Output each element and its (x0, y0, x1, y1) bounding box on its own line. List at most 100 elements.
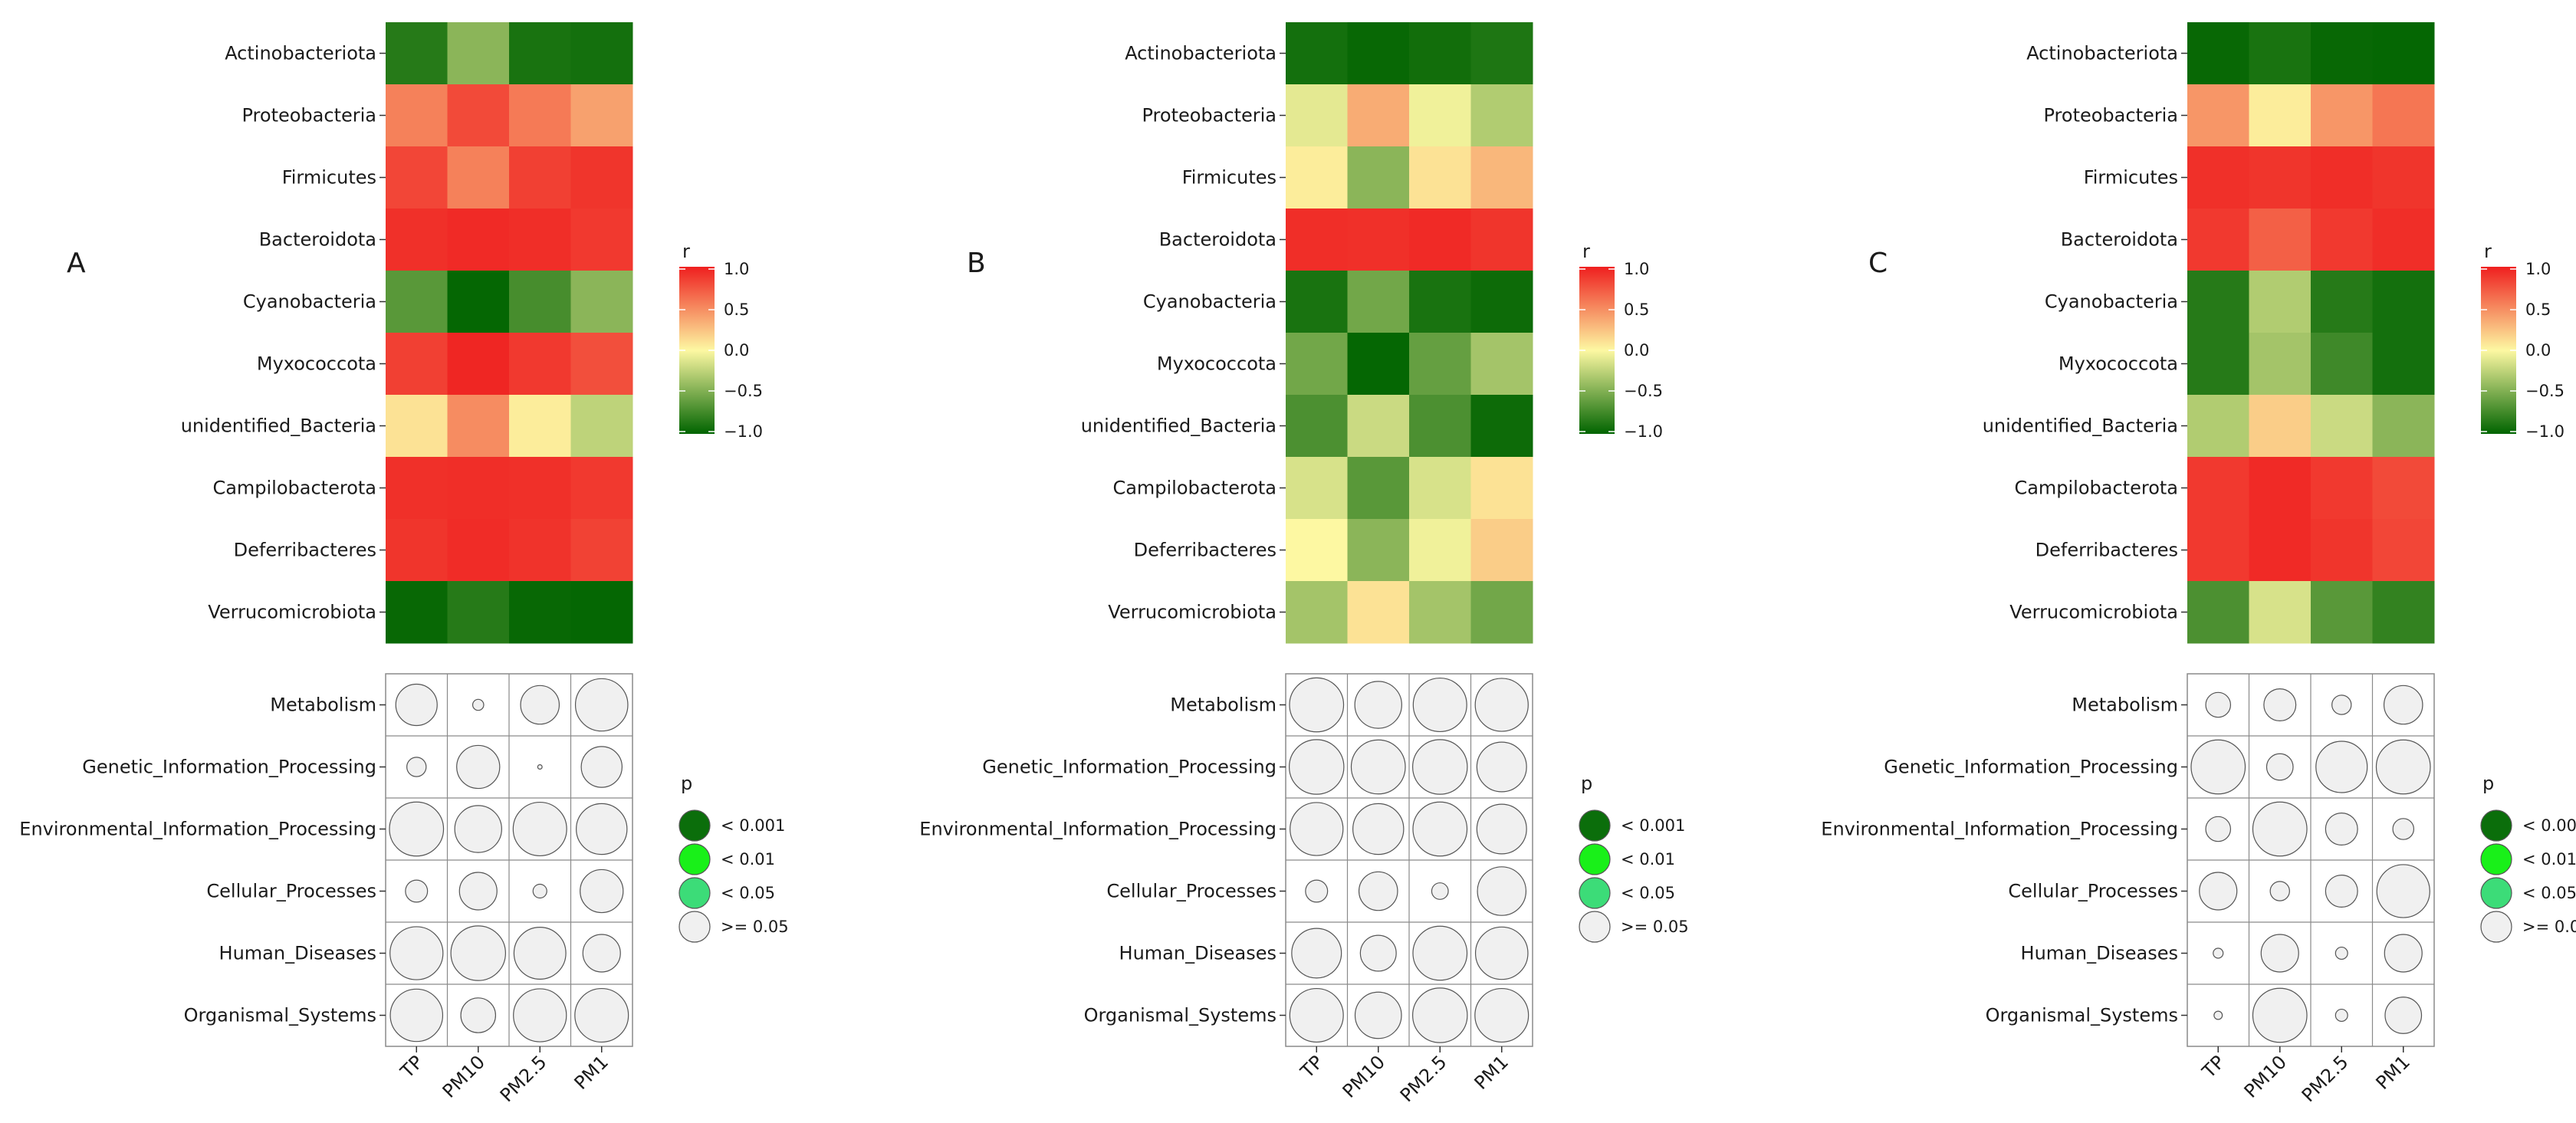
p-legend-swatch (2480, 809, 2512, 842)
r-legend-tick-label: 1.0 (1624, 260, 1649, 278)
heat-cell-firmicutes-pm1 (1470, 146, 1533, 209)
p-legend-label: < 0.001 (2522, 816, 2576, 835)
dot-human-diseases-pm2-5 (2334, 946, 2348, 960)
heat-cell-firmicutes-tp (386, 146, 448, 209)
heat-cell-campilobacterota-pm10 (1347, 457, 1410, 520)
p-legend-label: >= 0.05 (721, 918, 789, 936)
dot-metabolism-pm2-5 (520, 685, 560, 725)
pathway-row-label: Metabolism (270, 694, 376, 716)
heat-cell-proteobacteria-pm10 (1347, 84, 1410, 147)
dot-genetic-information-processing-pm10 (1350, 739, 1406, 795)
dot-organismal-systems-pm2-5 (1412, 987, 1468, 1043)
dot-human-diseases-pm1 (2384, 934, 2423, 973)
heat-row-label: Myxococcota (257, 353, 376, 375)
x-axis-label: PM1 (1470, 1051, 1513, 1093)
heat-row-label: Proteobacteria (2044, 105, 2179, 126)
heat-cell-myxococcota-pm10 (447, 333, 510, 396)
x-axis-label: PM10 (1339, 1051, 1389, 1102)
dot-human-diseases-pm10 (1359, 934, 1397, 972)
panel-c: C Actinobacteriota Proteobacteria Firmicute… (1821, 22, 2576, 1106)
dot-human-diseases-tp (389, 926, 444, 980)
p-legend-label: < 0.05 (2522, 884, 2576, 902)
x-axis-label: PM2.5 (496, 1051, 551, 1106)
heat-cell-myxococcota-tp (2187, 333, 2249, 396)
dot-cellular-processes-tp (1305, 879, 1329, 903)
pathway-row-label: Genetic_Information_Processing (1884, 757, 2178, 778)
heat-cell-cyanobacteria-pm10 (2249, 271, 2312, 333)
heat-cell-deferribacteres-tp (386, 519, 448, 582)
dot-genetic-information-processing-pm1 (2375, 739, 2431, 795)
heat-cell-cyanobacteria-pm1 (1470, 271, 1533, 333)
dot-organismal-systems-tp (1289, 987, 1344, 1043)
heat-cell-campilobacterota-pm1 (1470, 457, 1533, 520)
heat-cell-actinobacteriota-pm1 (570, 22, 633, 85)
heat-cell-bacteroidota-pm10 (1347, 209, 1410, 271)
heat-cell-cyanobacteria-pm1 (2372, 271, 2435, 333)
dot-human-diseases-pm10 (450, 925, 506, 981)
dot-organismal-systems-pm10 (2252, 987, 2308, 1043)
p-legend-swatch (678, 843, 711, 875)
dot-cellular-processes-pm2-5 (2325, 875, 2358, 908)
heat-row-label: Proteobacteria (242, 105, 377, 126)
heat-cell-verrucomicrobiota-pm1 (2372, 581, 2435, 644)
dot-environmental-information-processing-pm2-5 (1412, 801, 1468, 857)
p-legend-swatch (678, 809, 711, 842)
heat-cell-actinobacteriota-pm10 (1347, 22, 1410, 85)
heat-cell-cyanobacteria-pm10 (1347, 271, 1410, 333)
dot-metabolism-tp (395, 683, 438, 727)
dot-cellular-processes-tp (405, 879, 429, 903)
dot-human-diseases-pm1 (1474, 926, 1529, 980)
dot-organismal-systems-pm10 (460, 997, 497, 1033)
heat-cell-verrucomicrobiota-pm10 (1347, 581, 1410, 644)
pathway-row-label: Human_Diseases (2021, 943, 2178, 964)
heat-cell-unidentified-bacteria-pm10 (1347, 395, 1410, 458)
dot-cellular-processes-tp (2199, 872, 2238, 911)
heat-cell-proteobacteria-pm2-5 (1409, 84, 1471, 147)
pathway-row-label: Metabolism (1170, 694, 1276, 716)
heat-cell-proteobacteria-tp (386, 84, 448, 147)
heat-cell-unidentified-bacteria-pm10 (447, 395, 510, 458)
heat-cell-proteobacteria-pm10 (2249, 84, 2312, 147)
dot-genetic-information-processing-pm10 (2266, 753, 2294, 781)
heat-cell-deferribacteres-pm2-5 (509, 519, 571, 582)
heat-cell-campilobacterota-pm2-5 (2311, 457, 2373, 520)
heat-cell-actinobacteriota-pm2-5 (1409, 22, 1471, 85)
x-axis-label: TP (1296, 1051, 1327, 1082)
p-legend-swatch (2480, 911, 2512, 943)
heat-cell-campilobacterota-tp (1286, 457, 1348, 520)
heat-cell-cyanobacteria-tp (2187, 271, 2249, 333)
heat-cell-bacteroidota-pm1 (1470, 209, 1533, 271)
dot-environmental-information-processing-pm2-5 (2325, 813, 2358, 846)
heat-row-label: Campilobacterota (212, 478, 376, 499)
heat-cell-actinobacteriota-pm10 (2249, 22, 2312, 85)
p-legend-swatch (1579, 911, 1611, 943)
dot-genetic-information-processing-pm2-5 (1412, 739, 1468, 795)
heat-row-label: Cyanobacteria (2045, 291, 2178, 313)
r-legend-tick-label: 1.0 (724, 260, 749, 278)
dot-environmental-information-processing-pm1 (1476, 803, 1527, 855)
p-legend-label: < 0.01 (2522, 850, 2576, 869)
r-legend-title: r (2484, 241, 2492, 262)
p-legend-swatch (1579, 877, 1611, 909)
heat-cell-actinobacteriota-tp (1286, 22, 1348, 85)
heat-cell-deferribacteres-pm1 (570, 519, 633, 582)
heat-cell-myxococcota-pm1 (570, 333, 633, 396)
dot-environmental-information-processing-pm1 (576, 803, 628, 855)
heat-row-label: Actinobacteriota (2026, 43, 2178, 64)
panel-a: A Actinobacteriota Proteobacteria Firmicute… (19, 22, 789, 1106)
p-legend-label: >= 0.05 (2522, 918, 2576, 936)
heat-row-label: Firmicutes (1182, 167, 1276, 189)
dot-metabolism-pm1 (2383, 685, 2423, 725)
heat-cell-proteobacteria-pm2-5 (2311, 84, 2373, 147)
heat-cell-actinobacteriota-pm2-5 (2311, 22, 2373, 85)
pathway-row-label: Cellular_Processes (206, 881, 376, 902)
heat-cell-actinobacteriota-pm10 (447, 22, 510, 85)
dot-metabolism-pm10 (2263, 688, 2297, 721)
dot-genetic-information-processing-pm2-5 (2315, 740, 2368, 793)
dot-organismal-systems-pm1 (2384, 997, 2423, 1034)
dot-environmental-information-processing-pm2-5 (512, 801, 567, 857)
heat-row-label: unidentified_Bacteria (181, 415, 376, 437)
heat-row-label: Deferribacteres (2036, 540, 2178, 561)
p-legend-label: >= 0.05 (1621, 918, 1689, 936)
heat-cell-unidentified-bacteria-tp (386, 395, 448, 458)
